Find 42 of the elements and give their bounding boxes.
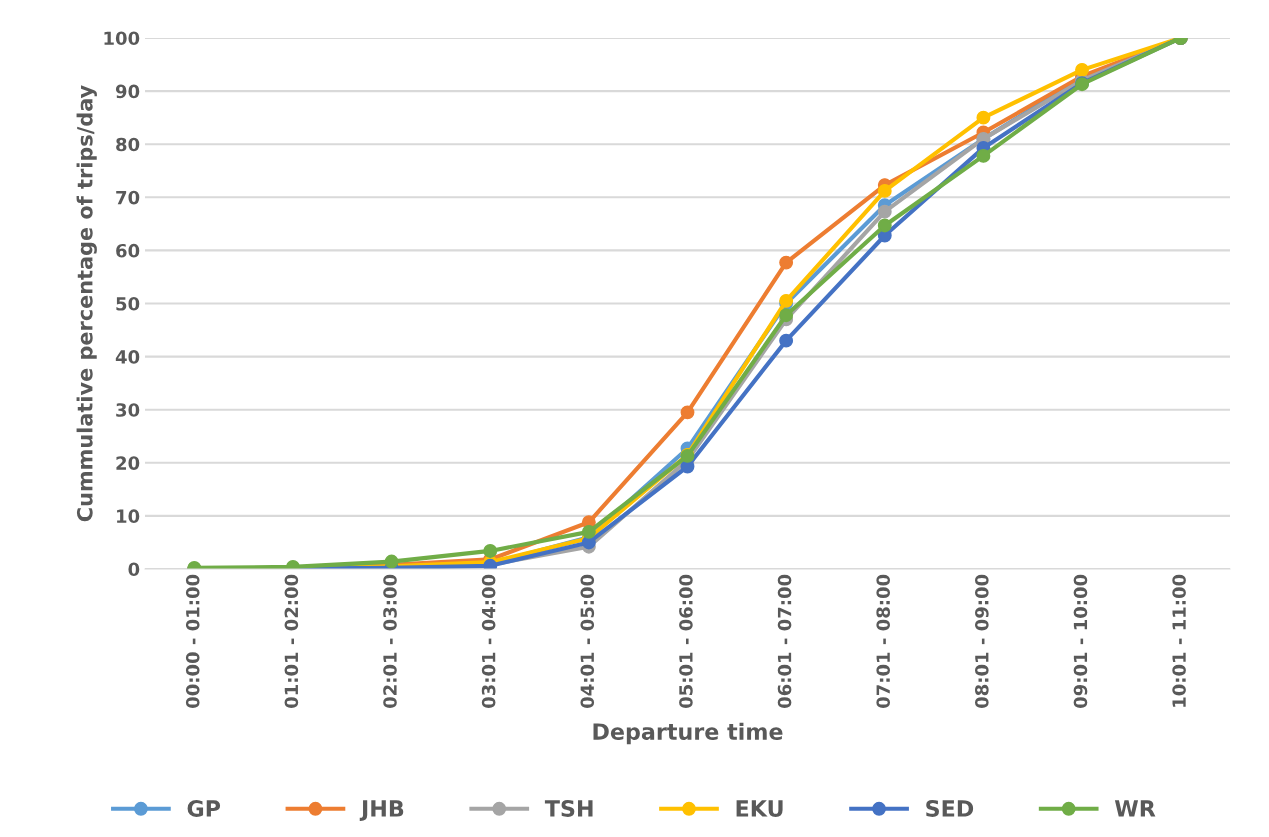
point — [877, 218, 892, 233]
x-axis-title: Departure time — [593, 722, 783, 745]
point — [779, 308, 794, 323]
y-tick-label: 80 — [116, 137, 140, 152]
x-tick-label: 07:01 - 08:00 — [876, 574, 891, 708]
legend-label: JHB — [359, 800, 404, 822]
point — [976, 148, 991, 163]
y-tick-label: 20 — [116, 456, 140, 470]
legend-label: EKU — [736, 800, 783, 817]
y-tick-label: 100 — [104, 31, 140, 46]
y-tick-label: 50 — [116, 296, 140, 311]
x-tick-label: 03:01 - 04:00 — [481, 574, 496, 708]
point — [877, 204, 892, 219]
legend-label: TSH — [544, 800, 593, 817]
point — [779, 255, 794, 270]
x-tick-label: 09:01 - 10:00 — [1073, 574, 1088, 708]
x-tick-label: 05:01 - 06:00 — [679, 574, 693, 708]
legend-label: GP — [187, 800, 221, 817]
x-tick-label: 06:01 - 07:00 — [777, 574, 792, 708]
y-axis-title: Cummulative percentage of trips/day — [76, 85, 97, 522]
y-tick-label: 10 — [117, 509, 140, 524]
point — [483, 544, 498, 558]
point — [680, 405, 695, 420]
x-tick-label: 04:01 - 05:00 — [580, 574, 595, 708]
legend-label: SED — [926, 800, 974, 817]
x-tick-label: 00:00 - 01:00 — [185, 574, 200, 708]
point — [779, 333, 794, 348]
y-tick-label: 90 — [115, 84, 140, 99]
x-tick-label: 02:01 - 03:00 — [383, 574, 397, 708]
x-tick-label: 08:01 - 09:00 — [974, 574, 989, 708]
point — [1075, 62, 1089, 77]
y-tick-label: 40 — [115, 350, 140, 364]
point — [877, 183, 892, 198]
point — [581, 524, 596, 539]
y-tick-label: 30 — [116, 403, 140, 417]
x-tick-label: 10:01 - 11:00 — [1172, 574, 1186, 707]
legend-label: WR — [1114, 800, 1156, 817]
point — [976, 110, 991, 125]
x-tick-label: 01:01 - 02:00 — [284, 574, 299, 708]
y-tick-label: 70 — [116, 190, 140, 205]
y-tick-label: 60 — [116, 243, 140, 258]
y-tick-label: 0 — [128, 562, 140, 577]
